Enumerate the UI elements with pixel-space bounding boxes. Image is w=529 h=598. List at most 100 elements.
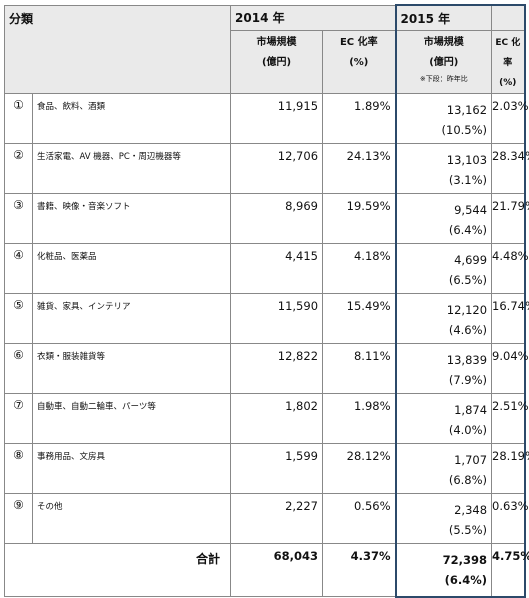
market-size-2014: 1,802 [230, 393, 324, 444]
market-size-2015: 1,874 [454, 403, 488, 417]
ec-rate-2014: 1.89% [322, 93, 397, 144]
category-name: 雑貨、家具、インテリア [31, 293, 232, 344]
unit-label: (億円) [429, 57, 459, 68]
market-size-2014: 11,590 [230, 293, 324, 344]
total-yoy: (6.4%) [444, 573, 488, 587]
market-size-2015-cell: 2,348 (5.5%) [394, 493, 493, 544]
market-size-2014: 11,915 [230, 93, 324, 144]
yoy-change: (3.1%) [448, 173, 488, 187]
total-market-2015: 72,398 [442, 553, 488, 567]
category-name: 生活家電、AV 機器、PC・周辺機器等 [31, 143, 232, 194]
market-size-2015-cell: 13,839 (7.9%) [394, 343, 493, 394]
table-row: ① 食品、飲料、酒類 11,915 1.89% 13,162 (10.5%) 2.03% [4, 93, 529, 144]
market-size-2014: 8,969 [230, 193, 324, 244]
ec-rate-2014: 4.18% [322, 243, 397, 294]
ec-rate-label: EC 化率 [495, 38, 521, 68]
market-size-2015: 1,707 [454, 453, 488, 467]
year-2015-header-blank [491, 4, 526, 31]
category-name: その他 [31, 493, 232, 544]
table-row: ④ 化粧品、医薬品 4,415 4.18% 4,699 (6.5%) 4.48% [4, 243, 529, 294]
total-label: 合計 [3, 543, 232, 597]
ec-rate-2014-header: EC 化率 (%) [322, 30, 397, 94]
market-size-2014: 1,599 [230, 443, 324, 494]
category-name: 事務用品、文房具 [31, 443, 232, 494]
ec-rate-2014: 24.13% [322, 143, 397, 194]
ec-rate-2014: 1.98% [322, 393, 397, 444]
row-number: ⑤ [4, 293, 33, 344]
market-size-2014: 12,706 [230, 143, 324, 194]
market-size-2014-header: 市場規模 (億円) [230, 30, 324, 94]
ec-rate-2014: 19.59% [322, 193, 397, 244]
yoy-change: (6.8%) [448, 473, 488, 487]
ec-rate-2015: 28.34% [491, 143, 529, 194]
market-size-2015: 13,162 [446, 103, 488, 117]
market-size-2015: 12,120 [446, 303, 488, 317]
table-row: ⑨ その他 2,227 0.56% 2,348 (5.5%) 0.63% [4, 493, 529, 544]
total-market-2014: 68,043 [230, 543, 324, 597]
yoy-change: (4.6%) [448, 323, 488, 337]
total-ec-2014: 4.37% [322, 543, 397, 597]
row-number: ④ [4, 243, 33, 294]
ec-rate-2015: 9.04% [491, 343, 529, 394]
category-name: 化粧品、医薬品 [31, 243, 232, 294]
percent-label: (%) [499, 78, 517, 88]
market-size-2015-header: 市場規模 (億円) ※下段：昨年比 [394, 30, 493, 94]
category-name: 衣類・服装雑貨等 [31, 343, 232, 394]
ec-rate-2015: 0.63% [491, 493, 529, 544]
row-number: ⑦ [4, 393, 33, 444]
row-number: ⑧ [4, 443, 33, 494]
market-size-2015: 4,699 [454, 253, 488, 267]
ec-rate-2014: 15.49% [322, 293, 397, 344]
yoy-change: (7.9%) [448, 373, 488, 387]
market-size-2014: 4,415 [230, 243, 324, 294]
yoy-change: (4.0%) [448, 423, 488, 437]
market-size-label: 市場規模 [256, 37, 297, 48]
ec-rate-2015: 28.19% [491, 443, 529, 494]
year-2014-header: 2014 年 [230, 4, 397, 31]
market-size-2015-cell: 12,120 (4.6%) [394, 293, 493, 344]
ec-rate-2015: 2.03% [491, 93, 529, 144]
category-name: 書籍、映像・音楽ソフト [31, 193, 232, 244]
year-2015-header: 2015 年 [394, 4, 493, 31]
market-size-2015: 2,348 [454, 503, 488, 517]
table-row: ⑦ 自動車、自動二輪車、パーツ等 1,802 1.98% 1,874 (4.0%) 2.51… [4, 393, 529, 444]
market-size-2015-cell: 1,874 (4.0%) [394, 393, 493, 444]
market-size-2015-cell: 13,103 (3.1%) [394, 143, 493, 194]
yoy-change: (10.5%) [441, 123, 488, 137]
market-size-2015-cell: 9,544 (6.4%) [394, 193, 493, 244]
yoy-note: ※下段：昨年比 [419, 75, 468, 83]
ec-rate-2015: 21.79% [491, 193, 529, 244]
row-number: ⑨ [4, 493, 33, 544]
ec-market-table: 分類 2014 年 2015 年 市場規模 (億円) EC 化率 (%) 市場規… [3, 4, 529, 598]
market-size-2015-cell: 4,699 (6.5%) [394, 243, 493, 294]
ec-rate-2014: 8.11% [322, 343, 397, 394]
market-size-2015-cell: 1,707 (6.8%) [394, 443, 493, 494]
yoy-change: (6.4%) [448, 223, 488, 237]
market-size-2015: 13,839 [446, 353, 488, 367]
total-row: 合計 68,043 4.37% 72,398 (6.4%) 4.75% [3, 543, 529, 598]
total-ec-2015: 4.75% [491, 543, 529, 598]
total-market-2015-cell: 72,398 (6.4%) [394, 543, 493, 598]
category-header: 分類 [3, 4, 232, 94]
yoy-change: (5.5%) [448, 523, 488, 537]
market-size-2015: 13,103 [446, 153, 488, 167]
ec-rate-2015: 4.48% [491, 243, 529, 294]
unit-label: (億円) [261, 57, 292, 68]
table-row: ⑤ 雑貨、家具、インテリア 11,590 15.49% 12,120 (4.6%) 16.7… [4, 293, 529, 344]
category-name: 食品、飲料、酒類 [31, 93, 232, 144]
market-size-2015: 9,544 [454, 203, 488, 217]
market-size-2014: 12,822 [230, 343, 324, 394]
ec-rate-2014: 28.12% [322, 443, 397, 494]
ec-rate-2014: 0.56% [322, 493, 397, 544]
table-row: ⑥ 衣類・服装雑貨等 12,822 8.11% 13,839 (7.9%) 9.04% [4, 343, 529, 394]
yoy-change: (6.5%) [448, 273, 488, 287]
row-number: ② [4, 143, 33, 194]
row-number: ⑥ [4, 343, 33, 394]
ec-rate-2015-header: EC 化率 (%) [491, 30, 526, 94]
row-number: ③ [4, 193, 33, 244]
market-size-2014: 2,227 [230, 493, 324, 544]
ec-rate-2015: 16.74% [491, 293, 529, 344]
table-row: ② 生活家電、AV 機器、PC・周辺機器等 12,706 24.13% 13,103 (3… [4, 143, 529, 194]
market-size-2015-cell: 13,162 (10.5%) [394, 93, 493, 144]
ec-rate-2015: 2.51% [491, 393, 529, 444]
